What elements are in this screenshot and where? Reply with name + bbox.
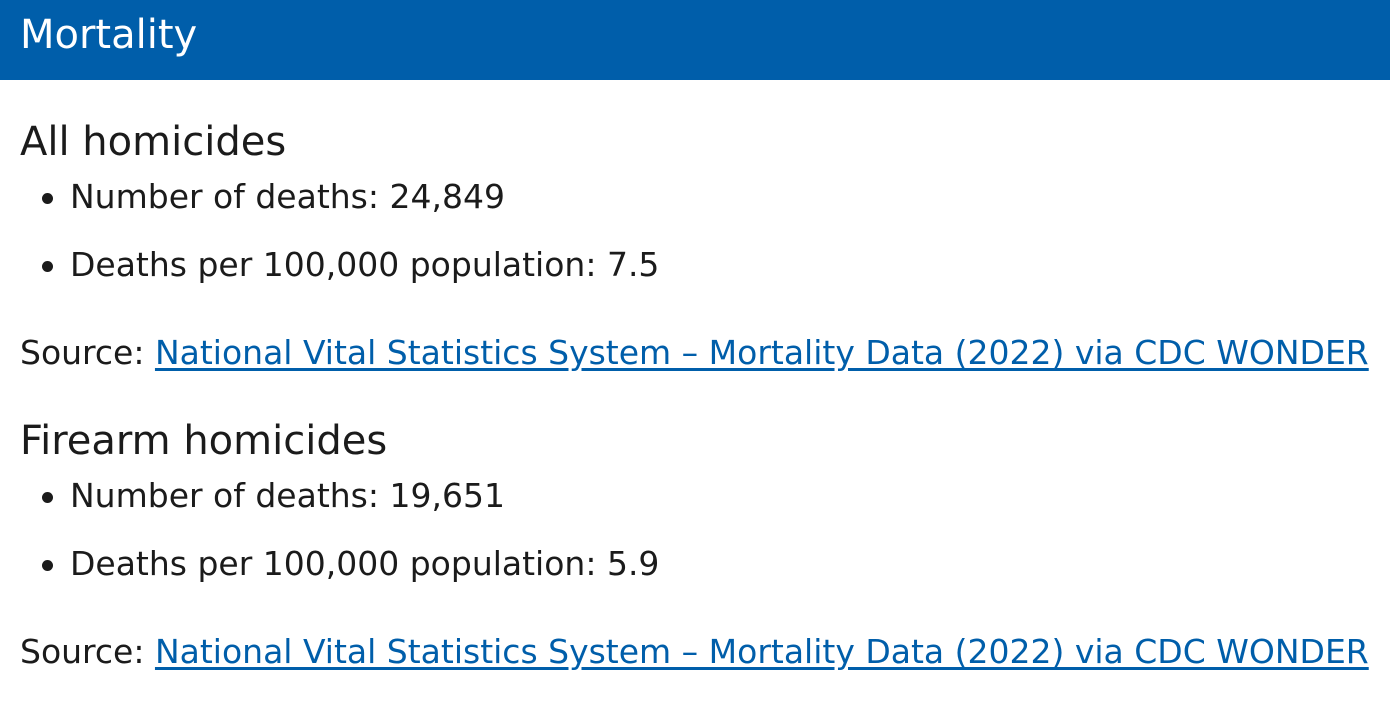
page-header: Mortality [0, 0, 1390, 80]
source-link[interactable]: National Vital Statistics System – Morta… [154, 632, 1369, 671]
source-label: Source: [20, 632, 155, 671]
list-item: Number of deaths: 24,849 [20, 180, 505, 213]
section-heading-all-homicides: All homicides [20, 119, 287, 165]
list-item: Deaths per 100,000 population: 5.9 [20, 547, 659, 580]
source-line: Source: National Vital Statistics System… [20, 336, 1369, 369]
list-item: Number of deaths: 19,651 [20, 479, 505, 512]
list-item: Deaths per 100,000 population: 7.5 [20, 248, 659, 281]
section-heading-firearm-homicides: Firearm homicides [20, 418, 388, 464]
source-label: Source: [20, 333, 155, 372]
page-title: Mortality [20, 12, 198, 58]
source-line: Source: National Vital Statistics System… [20, 635, 1369, 668]
source-link[interactable]: National Vital Statistics System – Morta… [154, 333, 1369, 372]
